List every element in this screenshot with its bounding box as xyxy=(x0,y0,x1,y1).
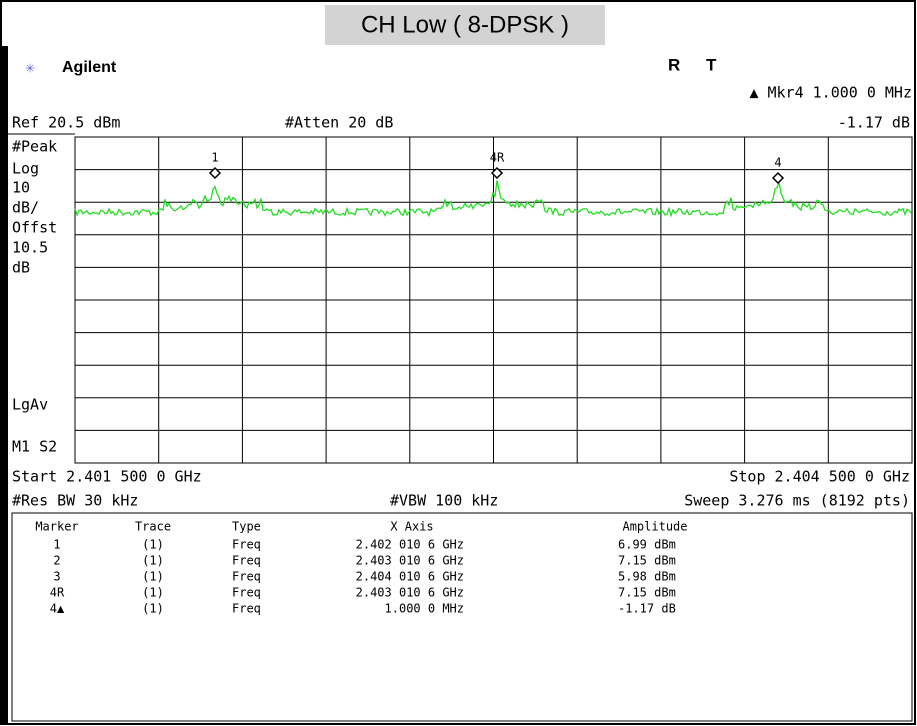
table-cell: 1 xyxy=(53,538,60,552)
marker-diamond xyxy=(490,166,504,180)
table-cell: (1) xyxy=(142,538,164,552)
brand: Agilent xyxy=(62,59,117,76)
trace xyxy=(74,179,912,218)
side-label: #Peak xyxy=(12,138,57,156)
marker-label: 4R xyxy=(490,151,505,165)
table-header: Trace xyxy=(135,520,171,534)
table-cell: 4R xyxy=(50,586,65,600)
ref-level: Ref 20.5 dBm xyxy=(12,114,120,132)
table-cell: Freq xyxy=(232,570,261,584)
logo: ✳ xyxy=(25,58,35,77)
table-header: Marker xyxy=(35,520,78,534)
table-cell: (1) xyxy=(142,554,164,568)
title-box xyxy=(325,5,605,45)
table-cell: 5.98 dBm xyxy=(618,570,676,584)
sweep: Sweep 3.276 ms (8192 pts) xyxy=(684,492,910,510)
table-cell: (1) xyxy=(142,602,164,616)
table-cell: 3 xyxy=(53,570,60,584)
attenuation: #Atten 20 dB xyxy=(285,114,393,132)
table-cell: 2.403 010 6 GHz xyxy=(356,586,464,600)
table-cell: 2.402 010 6 GHz xyxy=(356,538,464,552)
side-label: Offst xyxy=(12,219,57,237)
side-label: 10 xyxy=(12,179,30,197)
marker-label: 4 xyxy=(774,156,781,170)
table-cell: 7.15 dBm xyxy=(618,586,676,600)
marker-label: 1 xyxy=(211,151,218,165)
table-cell: 2.404 010 6 GHz xyxy=(356,570,464,584)
table-cell: 4▲ xyxy=(50,602,65,616)
side-label: dB xyxy=(12,259,30,277)
table-cell: Freq xyxy=(232,602,261,616)
table-cell: 6.99 dBm xyxy=(618,538,676,552)
table-header: Amplitude xyxy=(622,520,687,534)
table-cell: 1.000 0 MHz xyxy=(385,602,464,616)
left-border xyxy=(1,46,8,724)
table-cell: 2.403 010 6 GHz xyxy=(356,554,464,568)
grid xyxy=(74,136,913,464)
res-bw: #Res BW 30 kHz xyxy=(12,492,138,510)
table-cell: (1) xyxy=(142,586,164,600)
table-header: Type xyxy=(232,520,261,534)
marker-diamond xyxy=(771,171,785,185)
table-cell: 2 xyxy=(53,554,60,568)
table-cell: Freq xyxy=(232,554,261,568)
side-label: M1 S2 xyxy=(12,438,57,456)
table-cell: 7.15 dBm xyxy=(618,554,676,568)
table-cell: Freq xyxy=(232,538,261,552)
side-label: dB/ xyxy=(12,199,39,217)
side-label: LgAv xyxy=(12,396,48,414)
delta-value: -1.17 dB xyxy=(838,114,910,132)
start-freq: Start 2.401 500 0 GHz xyxy=(12,468,202,486)
marker-readout: ▲ Mkr4 1.000 0 MHz xyxy=(749,84,912,102)
table-header: X Axis xyxy=(390,520,433,534)
marker-diamond xyxy=(208,166,222,180)
status: R xyxy=(668,55,680,74)
table-cell: -1.17 dB xyxy=(618,602,676,616)
side-label: Log xyxy=(12,160,39,178)
table-cell: Freq xyxy=(232,586,261,600)
vbw: #VBW 100 kHz xyxy=(390,492,498,510)
title: CH Low ( 8-DPSK ) xyxy=(361,11,569,38)
stop-freq: Stop 2.404 500 0 GHz xyxy=(729,468,910,486)
side-label: 10.5 xyxy=(12,239,48,257)
table-cell: (1) xyxy=(142,570,164,584)
status: T xyxy=(706,55,717,74)
marker-table xyxy=(11,512,913,722)
